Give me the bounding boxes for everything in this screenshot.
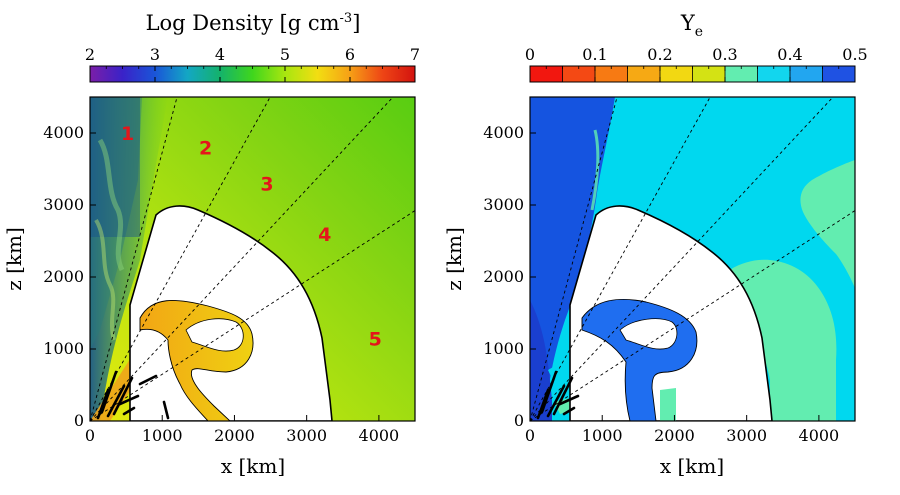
ye-colorbar: 0 0.1 0.2 0.3 0.4 0.5	[525, 45, 868, 83]
y-tick-label: 0	[514, 411, 524, 430]
angular-ray	[530, 97, 711, 421]
density-xlabel: x [km]	[221, 454, 285, 478]
density-colorbar: 2 3 4 5 6 7	[85, 45, 420, 83]
colorbar-tick-label: 6	[345, 45, 355, 64]
x-tick-label: 0	[85, 426, 95, 445]
x-tick-label: 4000	[799, 426, 840, 445]
colorbar-tick-label: 4	[215, 45, 225, 64]
colorbar-tick-label: 5	[280, 45, 290, 64]
x-tick-label: 3000	[286, 426, 327, 445]
ye-panel: Ye 0 0.1 0.2 0.3 0.4 0.5	[442, 11, 868, 478]
density-panel: Log Density [g cm-3] 2 3 4 5 6 7	[2, 11, 420, 478]
y-tick-label: 2000	[43, 267, 84, 286]
angular-ray	[530, 97, 618, 421]
region-label: 4	[318, 224, 331, 246]
y-tick-label: 3000	[43, 195, 84, 214]
colorbar-swatch	[530, 66, 563, 82]
ye-ylabel: z [km]	[442, 227, 466, 291]
colorbar-tick-label: 0.5	[842, 45, 867, 64]
x-tick-label: 2000	[214, 426, 255, 445]
colorbar-swatch	[562, 66, 596, 82]
colorbar-tick-label: 3	[150, 45, 160, 64]
density-title: Log Density [g cm-3]	[146, 11, 361, 35]
y-tick-label: 2000	[483, 267, 524, 286]
angular-ray	[90, 97, 394, 421]
density-map: 1 2 3 4 5	[90, 97, 415, 421]
y-tick-label: 0	[74, 411, 84, 430]
x-tick-label: 4000	[359, 426, 400, 445]
y-tick-label: 3000	[483, 195, 524, 214]
colorbar-tick-label: 0.4	[777, 45, 802, 64]
colorbar-tick-label: 0.3	[712, 45, 737, 64]
region-label: 5	[369, 328, 382, 350]
colorbar-swatch	[757, 66, 791, 82]
colorbar-tick-label: 0.2	[647, 45, 672, 64]
angular-ray	[90, 97, 178, 421]
colorbar-tick-label: 0	[525, 45, 535, 64]
colorbar-swatch	[627, 66, 661, 82]
region-label: 1	[121, 123, 134, 145]
angular-ray	[90, 97, 271, 421]
angular-ray	[530, 210, 855, 421]
angular-ray	[530, 97, 834, 421]
y-tick-label: 4000	[43, 123, 84, 142]
ye-map	[530, 97, 855, 421]
ye-xlabel: x [km]	[660, 454, 724, 478]
colorbar-swatch	[692, 66, 726, 82]
x-tick-label: 2000	[654, 426, 695, 445]
x-tick-label: 0	[525, 426, 535, 445]
colorbar-swatch	[660, 66, 693, 82]
density-ylabel: z [km]	[2, 227, 26, 291]
region-label: 3	[260, 174, 273, 196]
region-label: 2	[199, 138, 212, 160]
colorbar-swatch	[790, 66, 823, 82]
colorbar-tick-label: 2	[85, 45, 95, 64]
colorbar-tick-label: 0.1	[582, 45, 607, 64]
x-tick-label: 1000	[582, 426, 623, 445]
colorbar-swatch	[595, 66, 628, 82]
ye-title: Ye	[680, 11, 703, 40]
angular-ray	[90, 210, 415, 421]
colorbar-swatch	[725, 66, 758, 82]
colorbar-swatch	[822, 66, 856, 82]
x-tick-label: 1000	[142, 426, 183, 445]
x-tick-label: 3000	[726, 426, 767, 445]
colorbar-tick-label: 7	[410, 45, 420, 64]
y-tick-label: 1000	[483, 339, 524, 358]
y-tick-label: 1000	[43, 339, 84, 358]
y-tick-label: 4000	[483, 123, 524, 142]
